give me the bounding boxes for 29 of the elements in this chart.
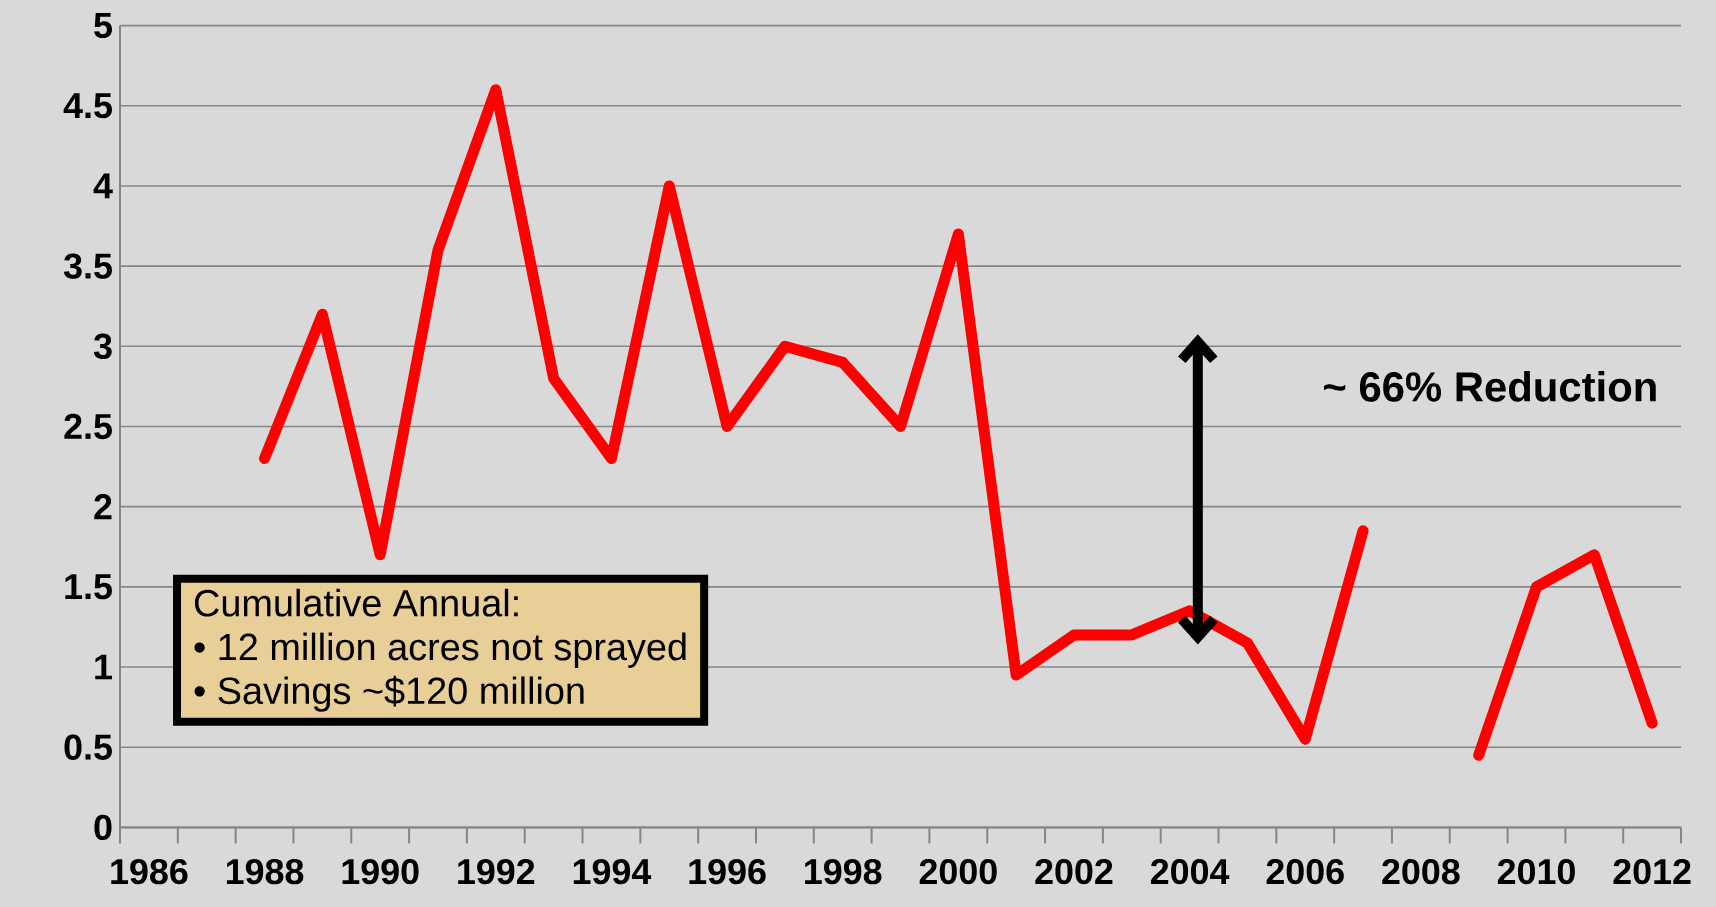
y-tick-label: 4.5: [63, 93, 112, 119]
y-tick-label: 4: [93, 173, 113, 199]
x-tick-label: 1988: [226, 858, 304, 885]
x-tick-label: 2008: [1382, 858, 1460, 885]
y-tick-label: 5: [94, 13, 112, 39]
y-tick-label: 3.5: [63, 253, 112, 279]
x-tick-label: 2002: [1035, 858, 1113, 885]
y-tick-label: 1: [95, 654, 112, 680]
y-tick-label: 0: [94, 814, 112, 841]
x-tick-label: 2010: [1497, 858, 1575, 885]
y-tick-label: 2.5: [64, 413, 112, 440]
x-tick-label: 1992: [458, 858, 535, 885]
x-tick-label: 2000: [919, 858, 997, 885]
x-tick-label: 1994: [573, 858, 652, 885]
annotation: • Savings ~$120 million: [194, 675, 584, 712]
y-tick-label: 1.5: [65, 574, 112, 600]
y-tick-label: 2: [94, 494, 112, 520]
annotation: • 12 million acres not sprayed: [194, 632, 686, 668]
x-tick-label: 1986: [111, 858, 188, 885]
x-tick-label: 2012: [1613, 858, 1691, 885]
x-tick-label: 1998: [805, 858, 882, 885]
x-tick-label: 1990: [342, 858, 419, 885]
annotation: ~ 66% Reduction: [1324, 371, 1656, 402]
annotation: Cumulative Annual:: [194, 588, 518, 617]
x-tick-label: 2004: [1150, 858, 1230, 885]
y-tick-label: 3: [93, 333, 112, 360]
x-tick-label: 2006: [1266, 858, 1344, 885]
y-tick-label: 0.5: [64, 734, 112, 760]
x-tick-label: 1996: [689, 858, 766, 885]
